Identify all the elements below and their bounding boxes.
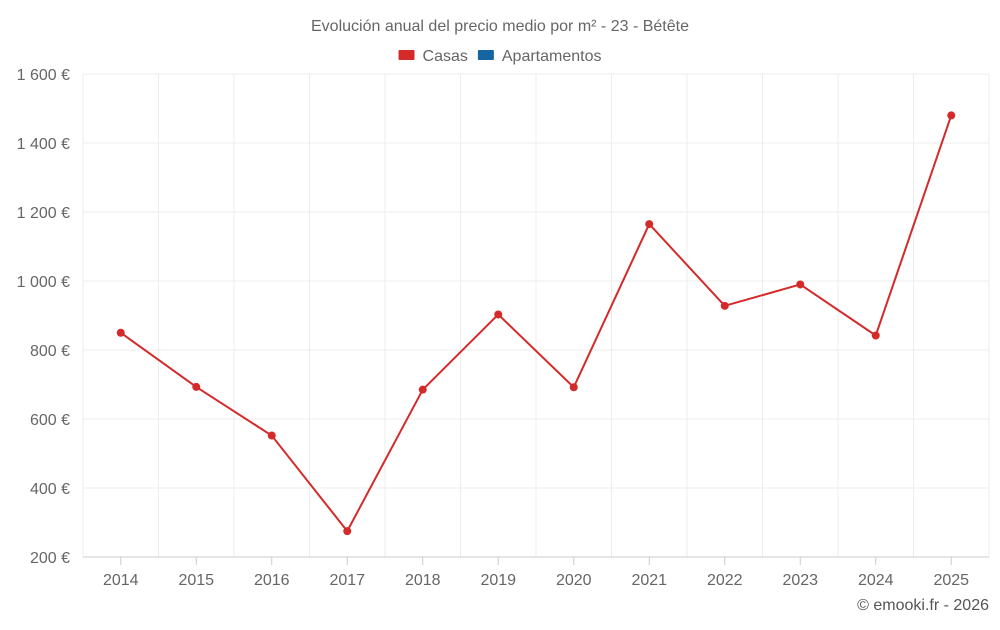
legend: Casas Apartamentos — [398, 48, 602, 65]
y-axis: 200 € 400 € 600 € 800 € 1 000 € 1 200 € 1 400 … — [17, 67, 70, 567]
legend-label: Casas — [423, 48, 468, 65]
legend-item-casas[interactable]: Casas — [398, 48, 468, 65]
legend-label: Apartamentos — [502, 48, 602, 65]
x-tick-label: 2015 — [178, 572, 214, 589]
x-tick-label: 2021 — [631, 572, 667, 589]
x-tick-label: 2014 — [103, 572, 139, 589]
y-tick-label: 800 € — [30, 343, 70, 360]
y-tick-label: 1 200 € — [17, 205, 70, 222]
data-point[interactable] — [418, 385, 427, 394]
x-axis: 2014 2015 2016 2017 2018 2019 2020 2021 2022 2023… — [83, 556, 989, 589]
legend-swatch — [398, 50, 415, 60]
x-tick-label: 2020 — [556, 572, 592, 589]
data-point[interactable] — [947, 111, 956, 120]
y-tick-label: 400 € — [30, 481, 70, 498]
x-tick-label: 2022 — [707, 572, 743, 589]
data-point[interactable] — [720, 301, 729, 310]
data-point[interactable] — [871, 331, 880, 340]
data-point[interactable] — [267, 431, 276, 440]
data-point[interactable] — [645, 220, 654, 229]
x-tick-label: 2023 — [782, 572, 818, 589]
x-tick-label: 2024 — [858, 572, 894, 589]
x-tick-label: 2016 — [254, 572, 290, 589]
chart-title: Evolución anual del precio medio por m² … — [311, 18, 689, 35]
x-tick-label: 2019 — [480, 572, 516, 589]
x-tick-label: 2017 — [329, 572, 365, 589]
x-tick-label: 2025 — [933, 572, 969, 589]
credit-label: © emooki.fr - 2026 — [857, 597, 989, 614]
data-point[interactable] — [343, 527, 352, 536]
data-point[interactable] — [494, 310, 503, 319]
x-tick-label: 2018 — [405, 572, 441, 589]
series-line-casas — [120, 115, 953, 533]
x-gridlines — [82, 74, 990, 557]
y-tick-label: 1 400 € — [17, 136, 70, 153]
y-tick-label: 600 € — [30, 412, 70, 429]
y-tick-label: 1 600 € — [17, 67, 70, 84]
legend-item-apartamentos[interactable]: Apartamentos — [477, 48, 602, 65]
data-point[interactable] — [569, 383, 578, 392]
data-point[interactable] — [116, 328, 125, 337]
legend-swatch — [477, 50, 494, 60]
series-layer — [116, 111, 956, 536]
y-tick-label: 1 000 € — [17, 274, 70, 291]
data-point[interactable] — [796, 280, 805, 289]
data-point[interactable] — [192, 382, 201, 391]
y-tick-label: 200 € — [30, 550, 70, 567]
